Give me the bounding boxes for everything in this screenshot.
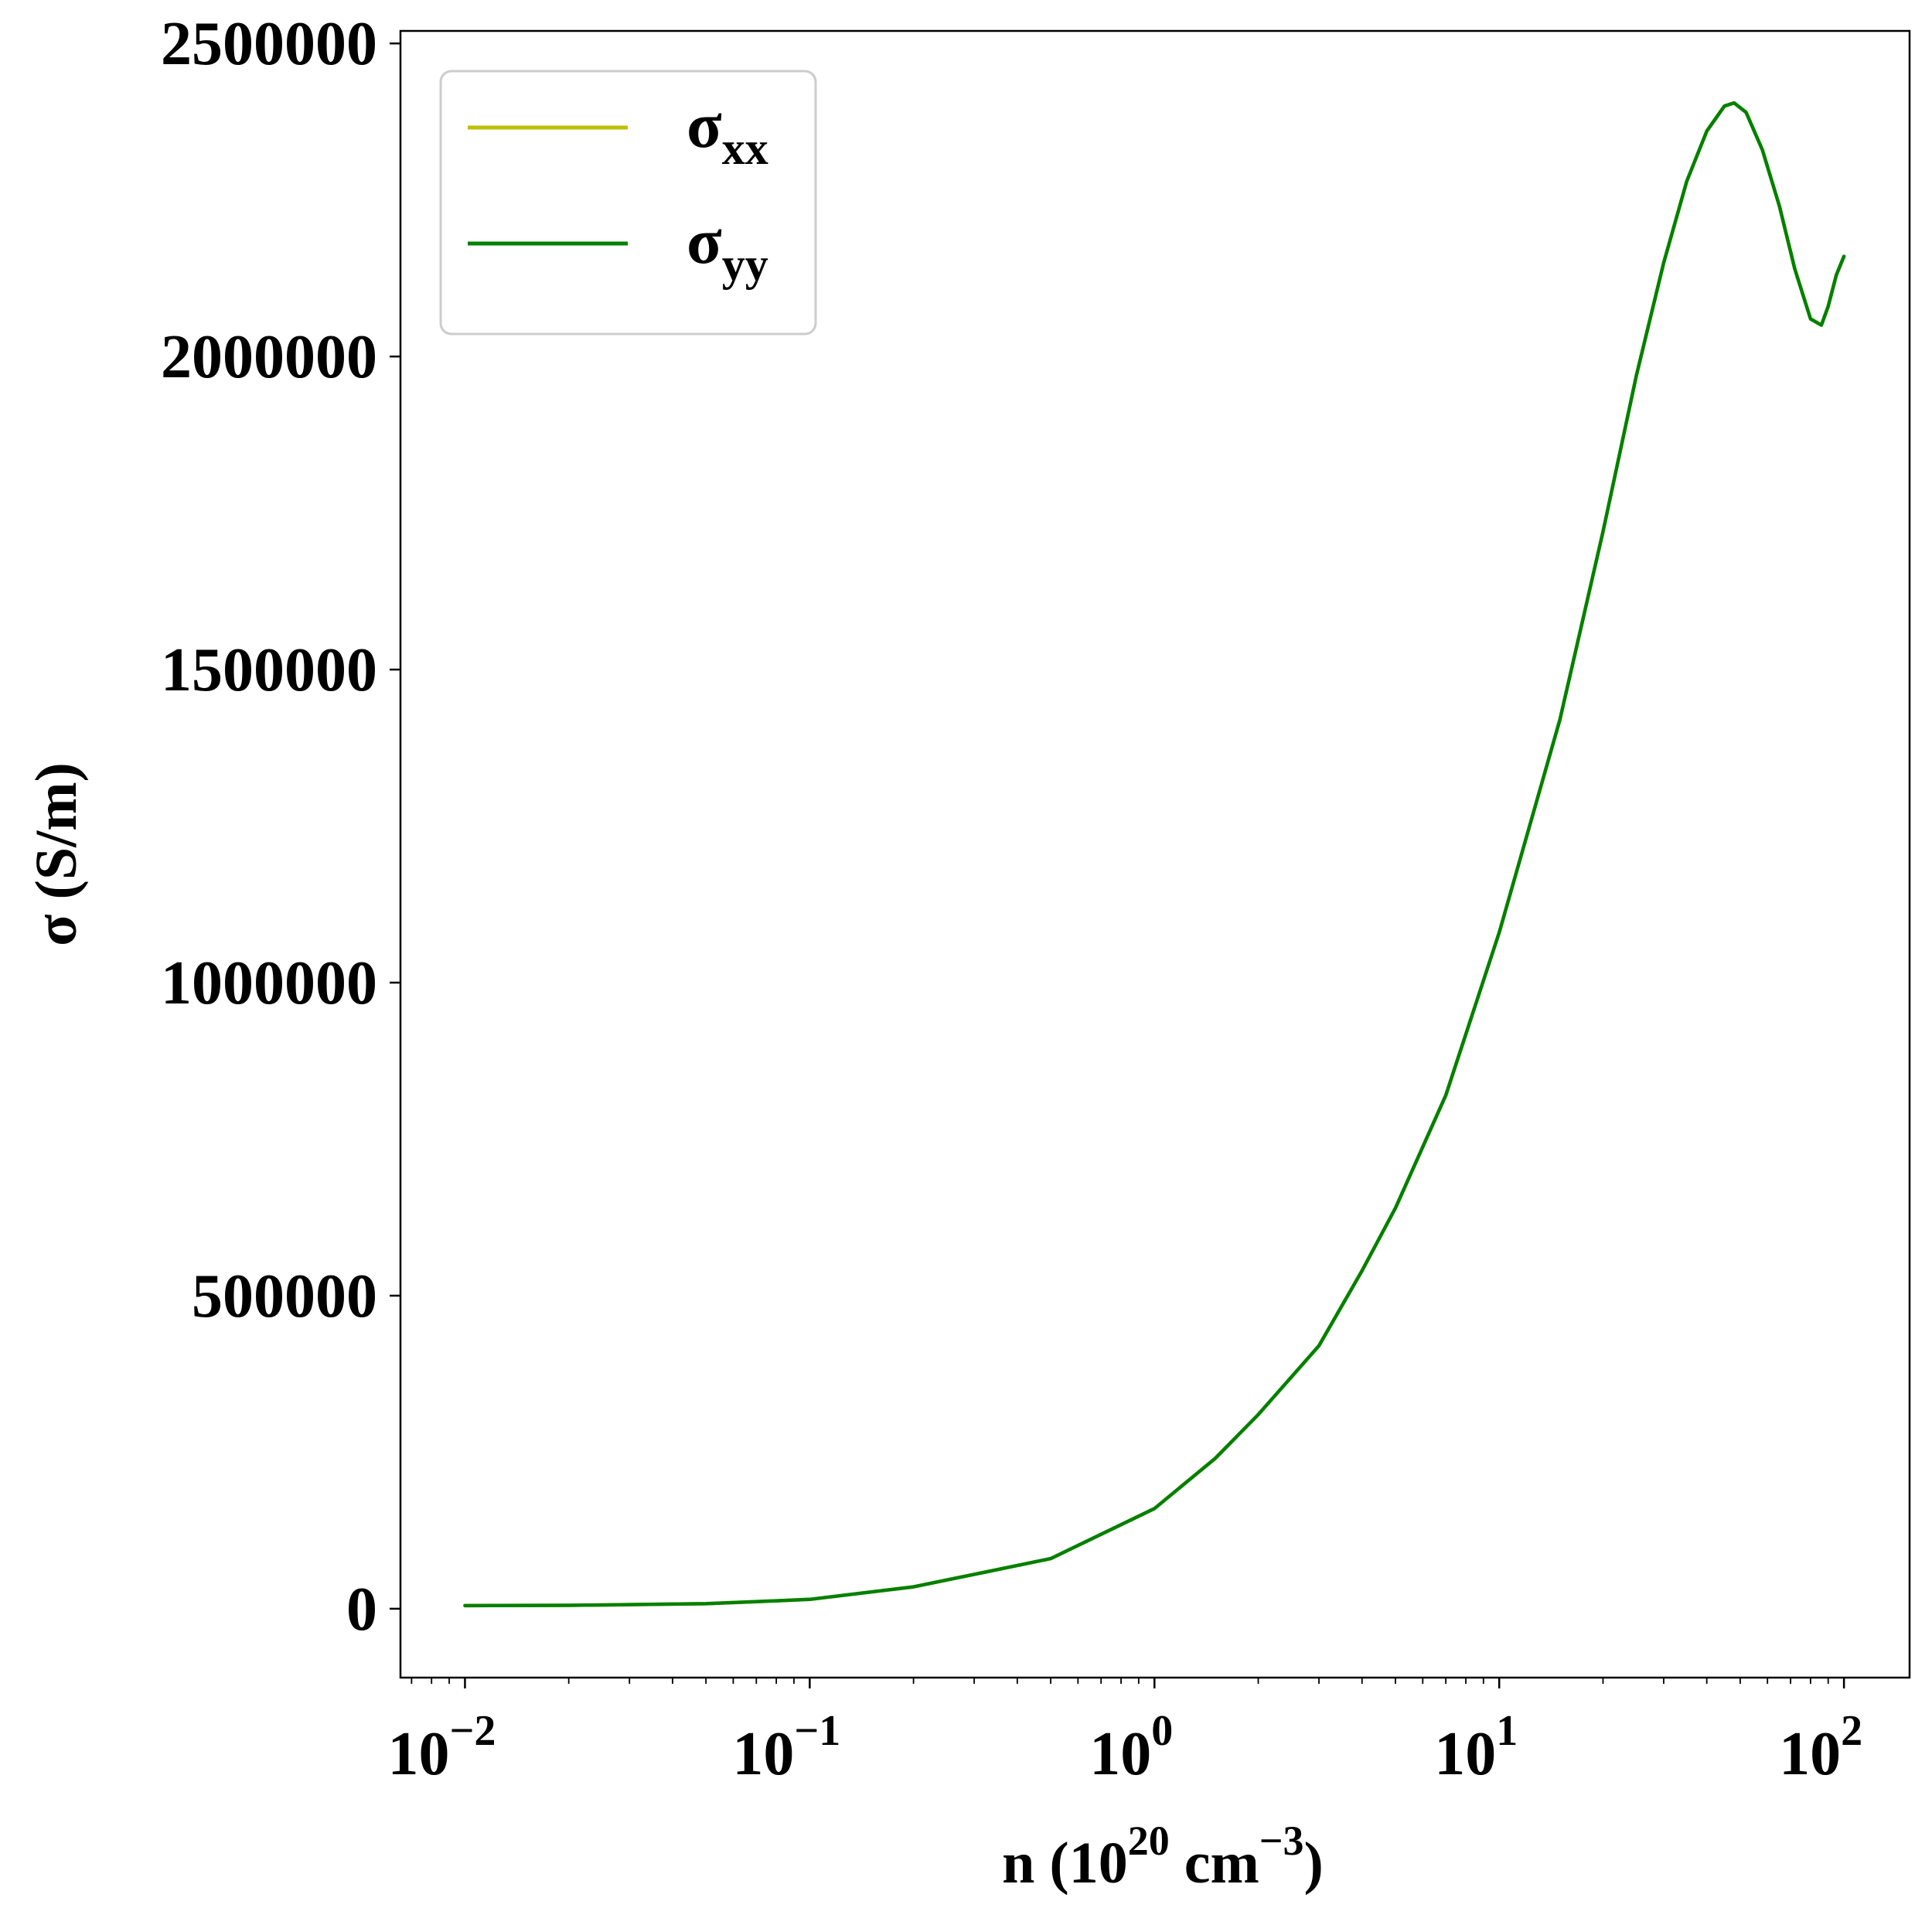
legend-label-yy: σyy xyxy=(687,206,768,290)
y-tick-label: 2500000 xyxy=(161,10,377,78)
x-axis-label-exp2: −3 xyxy=(1259,1818,1304,1864)
x-tick-label-exp: 1 xyxy=(1496,1707,1518,1755)
x-tick-label: 10−1 xyxy=(732,1707,840,1788)
x-axis-label-mid: cm xyxy=(1170,1831,1259,1896)
x-tick-label-base: 10 xyxy=(387,1720,449,1788)
x-tick-label-base: 10 xyxy=(1434,1720,1496,1788)
legend-label-xx: σxx xyxy=(687,90,768,174)
legend-label-subscript: xx xyxy=(722,123,768,174)
x-tick-label: 102 xyxy=(1779,1707,1862,1788)
y-tick-label: 1500000 xyxy=(161,636,377,704)
x-tick-label: 100 xyxy=(1089,1707,1173,1788)
series-lines xyxy=(463,101,1846,1608)
x-axis-label: n (1020 cm−3) xyxy=(1002,1818,1324,1896)
plot-area-frame xyxy=(399,29,1911,1679)
x-tick-label-exp: 2 xyxy=(1841,1707,1862,1755)
y-tick-label: 0 xyxy=(346,1576,377,1644)
x-tick-label: 101 xyxy=(1434,1707,1518,1788)
legend-label-subscript: yy xyxy=(722,239,768,290)
legend-label-name: σ xyxy=(687,206,722,278)
y-tick-label: 1000000 xyxy=(161,949,377,1017)
x-axis-label-exp1: 20 xyxy=(1128,1818,1170,1864)
x-tick-label: 10−2 xyxy=(387,1707,496,1788)
series-line-yy xyxy=(463,101,1846,1608)
y-tick-label: 2000000 xyxy=(161,323,377,391)
x-tick-label-exp: −1 xyxy=(794,1707,840,1755)
y-tick-label: 500000 xyxy=(192,1262,377,1330)
x-axis-label-base: n (10 xyxy=(1002,1831,1128,1896)
x-tick-label-exp: −2 xyxy=(449,1707,496,1755)
x-tick-label-base: 10 xyxy=(732,1720,794,1788)
x-tick-label-base: 10 xyxy=(1089,1720,1151,1788)
legend-label-name: σ xyxy=(687,90,722,162)
legend-box xyxy=(439,70,817,336)
x-tick-label-base: 10 xyxy=(1779,1720,1841,1788)
y-axis-label: σ (S/m) xyxy=(24,762,89,946)
x-axis-label-end: ) xyxy=(1304,1831,1324,1896)
x-tick-label-exp: 0 xyxy=(1151,1707,1173,1755)
